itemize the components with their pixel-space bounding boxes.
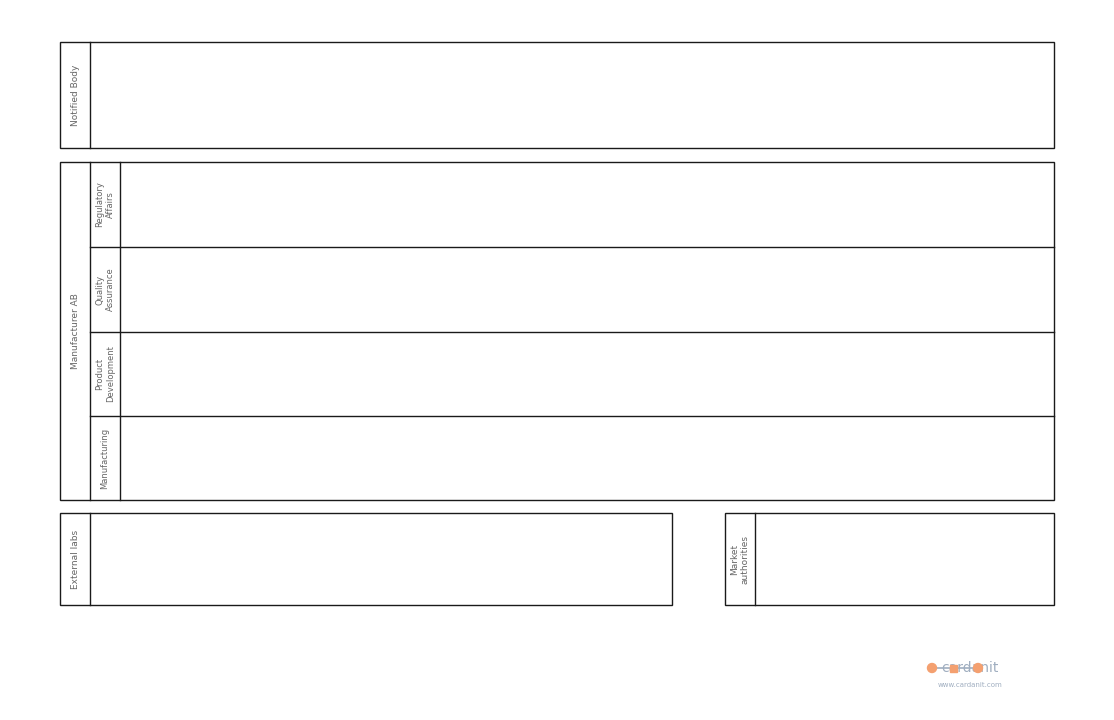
Text: cardanit: cardanit <box>941 661 998 675</box>
Text: www.cardanit.com: www.cardanit.com <box>938 682 1003 688</box>
Circle shape <box>974 664 983 672</box>
Bar <box>60 162 1054 500</box>
Text: Quality
Assurance: Quality Assurance <box>96 268 115 311</box>
Bar <box>60 42 1054 148</box>
Text: Manufacturing: Manufacturing <box>100 428 109 489</box>
Text: Notified Body: Notified Body <box>70 64 79 126</box>
Circle shape <box>928 664 937 672</box>
Text: Manufacturer AB: Manufacturer AB <box>70 293 79 369</box>
Text: Product
Development: Product Development <box>96 346 115 402</box>
Bar <box>60 513 672 605</box>
Text: External labs: External labs <box>70 529 79 588</box>
Text: Regulatory
Affairs: Regulatory Affairs <box>96 181 115 228</box>
Bar <box>950 665 958 672</box>
Text: Market
authorities: Market authorities <box>731 534 750 583</box>
Bar <box>725 513 1054 605</box>
